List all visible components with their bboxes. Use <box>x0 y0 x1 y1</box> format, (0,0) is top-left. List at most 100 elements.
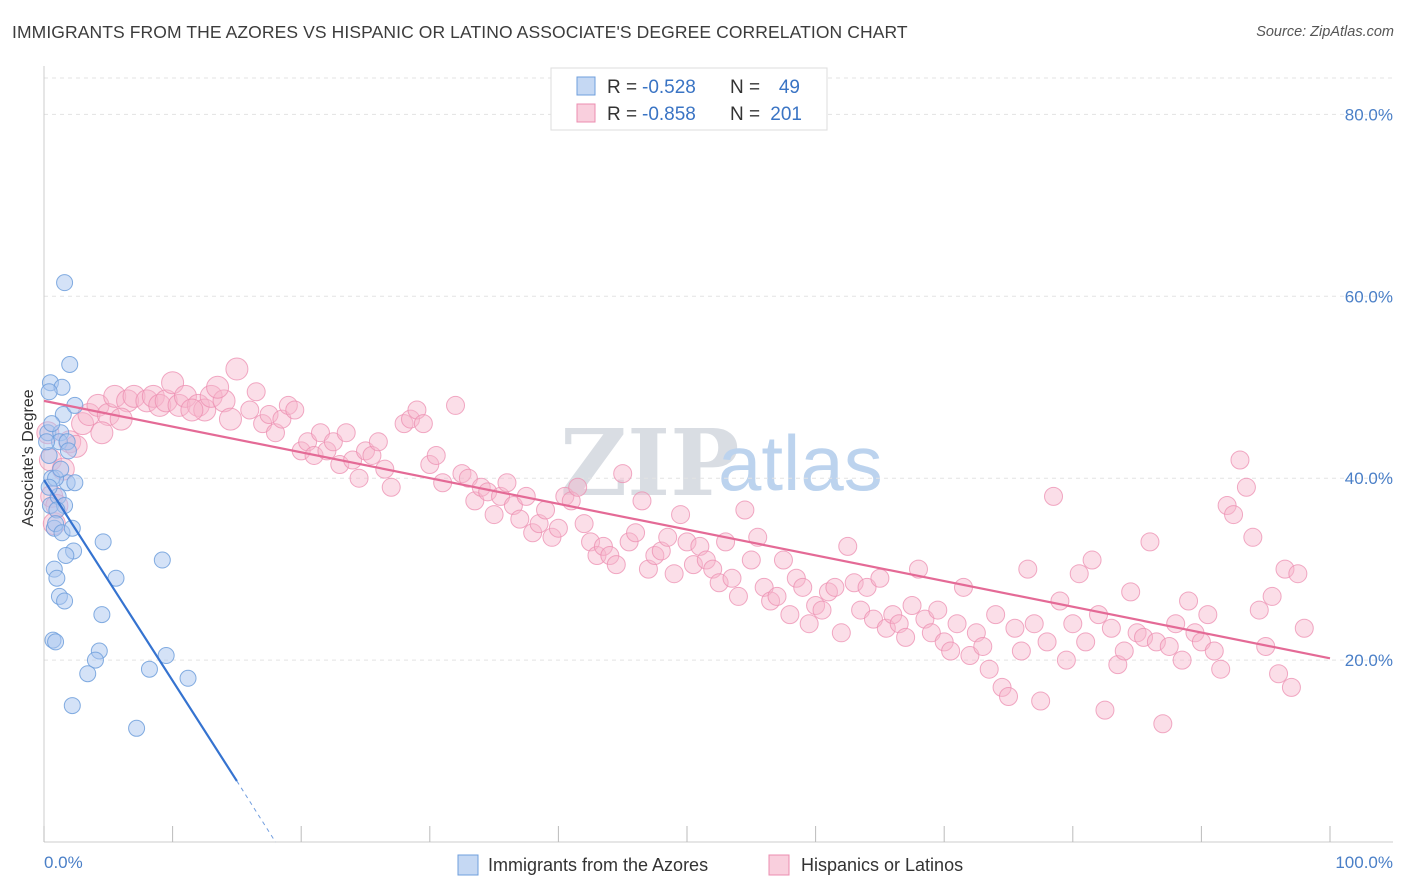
pink-point <box>180 398 204 422</box>
pink-point <box>1211 659 1231 679</box>
pink-point <box>825 577 845 597</box>
pink-point <box>285 400 305 420</box>
pink-point <box>148 393 172 417</box>
pink-point <box>1179 591 1199 611</box>
blue-point <box>43 415 61 433</box>
pink-point <box>606 555 626 575</box>
legend-n-value-1: 49 <box>779 77 800 98</box>
pink-point <box>953 577 973 597</box>
pink-point <box>574 514 594 534</box>
pink-point <box>671 505 691 525</box>
pink-point <box>908 559 928 579</box>
pink-point <box>902 596 922 616</box>
trend-lines <box>43 399 1331 843</box>
legend-swatch-blue <box>576 76 596 96</box>
blue-point <box>140 660 158 678</box>
pink-point <box>857 577 877 597</box>
chart-title: IMMIGRANTS FROM THE AZORES VS HISPANIC O… <box>12 22 908 42</box>
pink-point <box>1037 632 1057 652</box>
pink-point <box>310 423 330 443</box>
pink-point <box>941 641 961 661</box>
pink-point <box>154 389 178 413</box>
pink-point <box>206 375 230 399</box>
bottom-legend-azores: Immigrants from the Azores <box>488 855 708 875</box>
pink-point <box>381 477 401 497</box>
pink-point <box>218 407 242 431</box>
pink-point <box>812 600 832 620</box>
x-tick-min: 0.0% <box>44 853 83 872</box>
pink-point <box>1236 477 1256 497</box>
pink-point <box>986 605 1006 625</box>
blue-point <box>48 569 66 587</box>
y-tick-label: 40.0% <box>1345 469 1393 488</box>
source-label: Source: ZipAtlas.com <box>1256 24 1394 40</box>
blue-point <box>157 647 175 665</box>
pink-point <box>677 532 697 552</box>
pink-point <box>1269 664 1289 684</box>
pink-point <box>844 573 864 593</box>
pink-point <box>1069 564 1089 584</box>
bottom-legend: Immigrants from the Azores Hispanics or … <box>457 854 963 876</box>
pink-point <box>212 389 236 413</box>
pink-point <box>484 505 504 525</box>
pink-point <box>1172 650 1192 670</box>
pink-point <box>122 384 146 408</box>
blue-point <box>56 592 74 610</box>
y-tick-labels: 20.0% 40.0% 60.0% 80.0% <box>1345 105 1393 670</box>
pink-point <box>1204 641 1224 661</box>
blue-point <box>153 551 171 569</box>
pink-point <box>536 500 556 520</box>
legend-box <box>550 67 828 131</box>
pink-point <box>632 491 652 511</box>
pink-point <box>497 473 517 493</box>
pink-point <box>1146 632 1166 652</box>
legend-n-value-2: 201 <box>770 104 802 125</box>
pink-point <box>613 464 633 484</box>
blue-point <box>86 651 104 669</box>
pink-point <box>1230 450 1250 470</box>
pink-point <box>722 568 742 588</box>
pink-point <box>510 509 530 529</box>
pink-point <box>103 384 127 408</box>
legend-r-label-1: R = <box>607 77 637 98</box>
pink-point <box>323 432 343 452</box>
pink-point <box>896 627 916 647</box>
pink-point <box>626 523 646 543</box>
pink-point <box>947 614 967 634</box>
blue-point <box>47 633 65 651</box>
blue-point <box>93 606 111 624</box>
legend-r-value-1: -0.528 <box>642 77 696 98</box>
pink-point <box>1166 614 1186 634</box>
pink-point <box>1082 550 1102 570</box>
pink-point <box>1275 559 1295 579</box>
pink-point <box>838 536 858 556</box>
pink-point <box>90 421 114 445</box>
blue-point <box>56 274 74 292</box>
legend-r-value-2: -0.858 <box>642 104 696 125</box>
pink-point <box>851 600 871 620</box>
pink-point <box>225 357 249 381</box>
y-tick-label: 60.0% <box>1345 287 1393 306</box>
pink-point <box>773 550 793 570</box>
bottom-legend-swatch-pink <box>768 854 790 876</box>
pink-point <box>349 468 369 488</box>
pink-point <box>1249 600 1269 620</box>
pink-point <box>793 577 813 597</box>
pink-point <box>921 623 941 643</box>
blue-point <box>66 474 84 492</box>
trend-line-azores <box>43 479 238 782</box>
blue-point <box>57 547 75 564</box>
pink-point <box>1063 614 1083 634</box>
blue-point <box>59 442 77 460</box>
pink-point <box>1121 582 1141 602</box>
blue-point <box>63 697 81 715</box>
pink-point <box>1056 650 1076 670</box>
pink-point <box>426 445 446 465</box>
pink-point <box>728 586 748 606</box>
pink-point <box>767 586 787 606</box>
pink-point <box>1050 591 1070 611</box>
pink-point <box>1288 564 1308 584</box>
pink-point <box>173 384 197 408</box>
pink-point <box>870 568 890 588</box>
